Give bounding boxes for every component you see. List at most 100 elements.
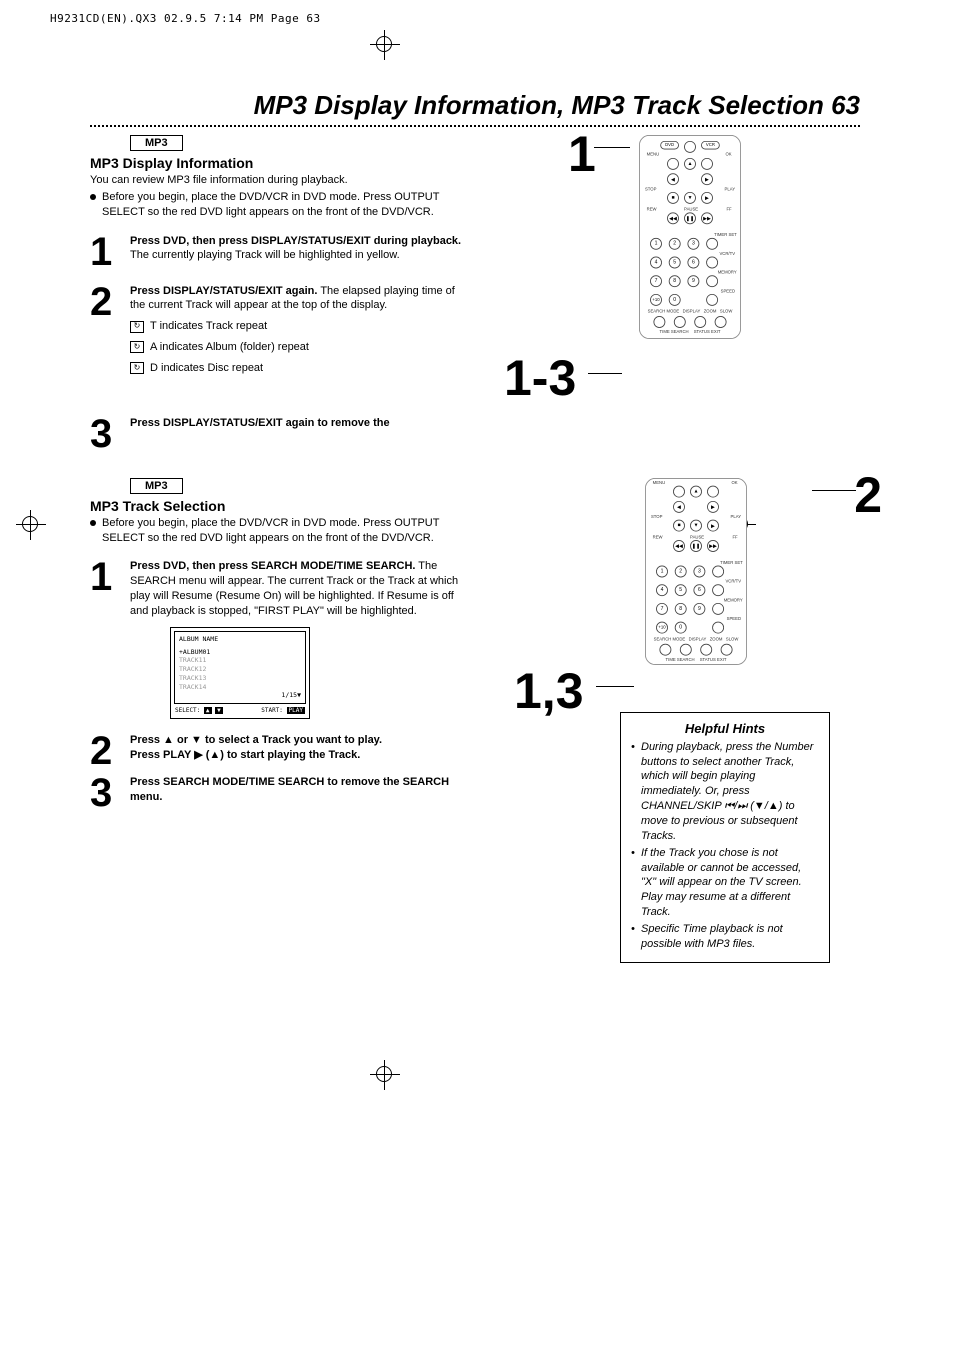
rc-ok-btn (701, 158, 713, 170)
bullet-icon (90, 194, 96, 200)
rc2-n10: +10 (656, 621, 668, 633)
pointer-2: 2 (854, 470, 882, 520)
rc2-memory-btn (712, 603, 724, 615)
tstep3-bold: Press SEARCH MODE/TIME SEARCH to remove … (130, 776, 449, 803)
step-num-3: 3 (90, 416, 118, 452)
rc2-play-label: PLAY (730, 514, 741, 519)
track-num-2: 2 (90, 733, 118, 769)
rc-n6: 6 (687, 257, 699, 269)
rc-display-btn (674, 316, 686, 328)
hint-3: Specific Time playback is not possible w… (631, 922, 819, 952)
rc2-left-btn: ◀ (673, 501, 685, 513)
track-step-2: 2 Press ▲ or ▼ to select a Track you wan… (90, 733, 470, 769)
page-content: MP3 Display Information, MP3 Track Selec… (90, 70, 860, 963)
rc-pause-btn: ❚❚ (684, 212, 696, 224)
tstep1-bold: Press DVD, then press SEARCH MODE/TIME S… (130, 560, 415, 572)
rc2-slow-label: SLOW (726, 637, 739, 642)
rc-se-label: STATUS EXIT (694, 330, 721, 335)
rc-power (684, 141, 696, 153)
info-step-2: 2 Press DISPLAY/STATUS/EXIT again. The e… (90, 284, 470, 376)
track-step-1: 1 Press DVD, then press SEARCH MODE/TIME… (90, 559, 470, 719)
pointer-1-3: 1-3 (504, 353, 576, 403)
rc-n8: 8 (669, 275, 681, 287)
hint-1: During playback, press the Number button… (631, 740, 819, 844)
menu-item-3: TRACK13 (179, 674, 301, 683)
info-step-1: 1 Press DVD, then press DISPLAY/STATUS/E… (90, 234, 470, 270)
rc-n1: 1 (650, 238, 662, 250)
repeat-a-text: A indicates Album (folder) repeat (150, 340, 309, 355)
rc-stop-btn: ■ (667, 192, 679, 204)
pointer-2-line (812, 490, 856, 491)
rc2-down-btn: ▼ (690, 519, 702, 531)
info-intro: You can review MP3 file information duri… (90, 173, 470, 188)
step-num-1: 1 (90, 234, 118, 270)
rc-memory-btn (706, 275, 718, 287)
rc2-n5: 5 (675, 584, 687, 596)
rc2-n9: 9 (693, 603, 705, 615)
section-mp3-track: MP3 MP3 Track Selection Before you begin… (90, 478, 860, 963)
rc2-n0: 0 (675, 621, 687, 633)
rc-right-btn: ▶ (701, 173, 713, 185)
repeat-icon-t: ↻ (130, 321, 144, 333)
rc-n5: 5 (669, 257, 681, 269)
rc2-menu-label: MENU (653, 480, 666, 485)
rc-n0: 0 (669, 294, 681, 306)
track-num-3: 3 (90, 775, 118, 811)
hint-2: If the Track you chose is not available … (631, 846, 819, 920)
rc2-n6: 6 (693, 584, 705, 596)
tstep2-l1: Press ▲ or ▼ to select a Track you want … (130, 734, 382, 746)
remote-diagram-1: DVD VCR MENU OK ▲ ◀ ▶ STOP PLAY (639, 135, 741, 339)
menu-page: 1/15▼ (179, 691, 301, 700)
hints-title: Helpful Hints (631, 721, 819, 736)
repeat-icon-a: ↻ (130, 341, 144, 353)
helpful-hints-box: Helpful Hints During playback, press the… (620, 712, 830, 963)
rc-zoom-label: ZOOM (704, 309, 717, 314)
reg-mark-left (16, 510, 46, 540)
menu-item-0: +ALBUM01 (179, 648, 301, 657)
rc-dvd-pill: DVD (660, 141, 679, 150)
rc-n7: 7 (650, 275, 662, 287)
remote-diagram-2: MENU OK ▲ ◀ ▶ STOP PLAY ■ ▼ ▶ (645, 478, 747, 665)
pointer-1-3b: 1,3 (514, 666, 584, 716)
rc-sm-label: SEARCH MODE (648, 309, 680, 314)
info-bullet: Before you begin, place the DVD/VCR in D… (90, 190, 470, 220)
rc-search-btn (653, 316, 665, 328)
pointer-1-line (594, 147, 630, 148)
rc2-speed-label: SPEED (727, 616, 741, 621)
search-menu-box: ALBUM NAME +ALBUM01 TRACK11 TRACK12 TRAC… (170, 627, 310, 719)
rc2-n8: 8 (675, 603, 687, 615)
repeat-t: ↻ T indicates Track repeat (130, 319, 470, 334)
repeat-icon-d: ↻ (130, 362, 144, 374)
rc-up-btn: ▲ (684, 158, 696, 170)
rc2-ff-label: FF (732, 535, 737, 540)
pointer-1: 1 (568, 129, 596, 179)
rc-left-btn: ◀ (667, 173, 679, 185)
rc2-n4: 4 (656, 584, 668, 596)
info-heading: MP3 Display Information (90, 155, 470, 171)
repeat-d: ↻ D indicates Disc repeat (130, 361, 470, 376)
rc-n4: 4 (650, 257, 662, 269)
rc2-ff-btn: ▶▶ (707, 540, 719, 552)
rc2-n3: 3 (693, 565, 705, 577)
rc-down-btn: ▼ (684, 192, 696, 204)
repeat-d-text: D indicates Disc repeat (150, 361, 263, 376)
rc-menu-btn (667, 158, 679, 170)
menu-footer-start: START: (261, 707, 283, 714)
rc-rew-btn: ◀◀ (667, 212, 679, 224)
info-step-3: 3 Press DISPLAY/STATUS/EXIT again to rem… (90, 416, 470, 452)
rc-ok-label: OK (726, 152, 732, 157)
rc2-pause-btn: ❚❚ (690, 540, 702, 552)
rc2-memory-label: MEMORY (724, 598, 743, 603)
track-step-3: 3 Press SEARCH MODE/TIME SEARCH to remov… (90, 775, 470, 811)
menu-item-2: TRACK12 (179, 665, 301, 674)
step-num-2: 2 (90, 284, 118, 376)
step3-bold: Press DISPLAY/STATUS/EXIT again to remov… (130, 417, 390, 429)
track-num-1: 1 (90, 559, 118, 719)
pointer-1-3-line (588, 373, 622, 374)
rc2-disp-label: DISPLAY (689, 637, 707, 642)
rc2-right-btn: ▶ (707, 501, 719, 513)
page-title: MP3 Display Information, MP3 Track Selec… (90, 90, 860, 121)
rc-ff-btn: ▶▶ (701, 212, 713, 224)
rc2-stop-label: STOP (651, 514, 663, 519)
rc-n2: 2 (669, 238, 681, 250)
